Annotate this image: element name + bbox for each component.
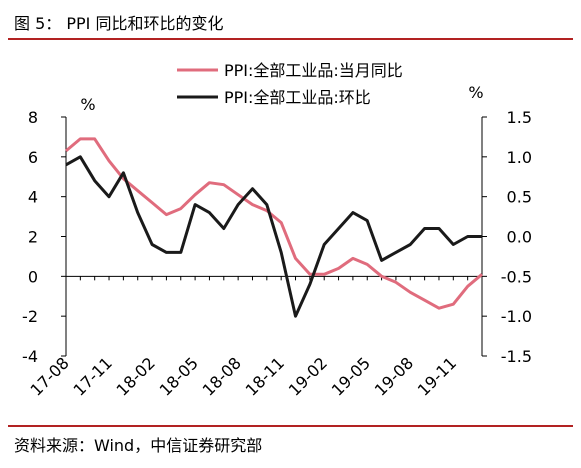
left-y-tick-label: -4 <box>22 347 38 366</box>
x-tick-label: 18-11 <box>242 353 288 399</box>
source-divider <box>8 425 573 427</box>
left-y-tick-label: 2 <box>28 228 38 247</box>
mom-series-line <box>65 155 482 318</box>
right-y-tick-label: 1.0 <box>507 148 532 167</box>
right-y-tick-label: 0.5 <box>507 188 532 207</box>
right-y-tick-label: -1.0 <box>501 307 532 326</box>
x-tick-label: 19-08 <box>371 353 417 399</box>
right-y-tick-label: -1.5 <box>501 347 532 366</box>
x-tick-label: 19-02 <box>285 353 331 399</box>
right-y-tick-label: -0.5 <box>501 267 532 286</box>
figure-title: 图 5： PPI 同比和环比的变化 <box>14 14 224 33</box>
left-unit-label: % <box>80 95 95 114</box>
x-tick-label: 17-11 <box>70 353 116 399</box>
yoy-series-line <box>65 137 483 310</box>
source-note: 资料来源：Wind，中信证券研究部 <box>14 436 263 455</box>
x-tick-label: 18-08 <box>199 353 245 399</box>
left-y-tick-label: 4 <box>28 188 38 207</box>
left-y-tick-label: -2 <box>22 307 38 326</box>
x-tick-label: 19-11 <box>414 353 460 399</box>
chart-lines <box>65 137 483 318</box>
left-y-tick-label: 6 <box>28 148 38 167</box>
right-y-tick-label: 0.0 <box>507 228 532 247</box>
x-tick-label: 18-02 <box>113 353 159 399</box>
legend-mom-label: PPI:全部工业品:环比 <box>224 88 371 107</box>
left-y-tick-label: 8 <box>28 108 38 127</box>
chart-legend: PPI:全部工业品:当月同比 PPI:全部工业品:环比 <box>177 61 403 107</box>
title-divider <box>8 38 573 40</box>
x-tick-label: 18-05 <box>156 353 202 399</box>
right-y-tick-label: 1.5 <box>507 108 532 127</box>
left-y-tick-label: 0 <box>28 267 38 286</box>
legend-yoy-label: PPI:全部工业品:当月同比 <box>224 61 403 80</box>
right-unit-label: % <box>468 83 483 102</box>
x-tick-label: 19-05 <box>328 353 374 399</box>
